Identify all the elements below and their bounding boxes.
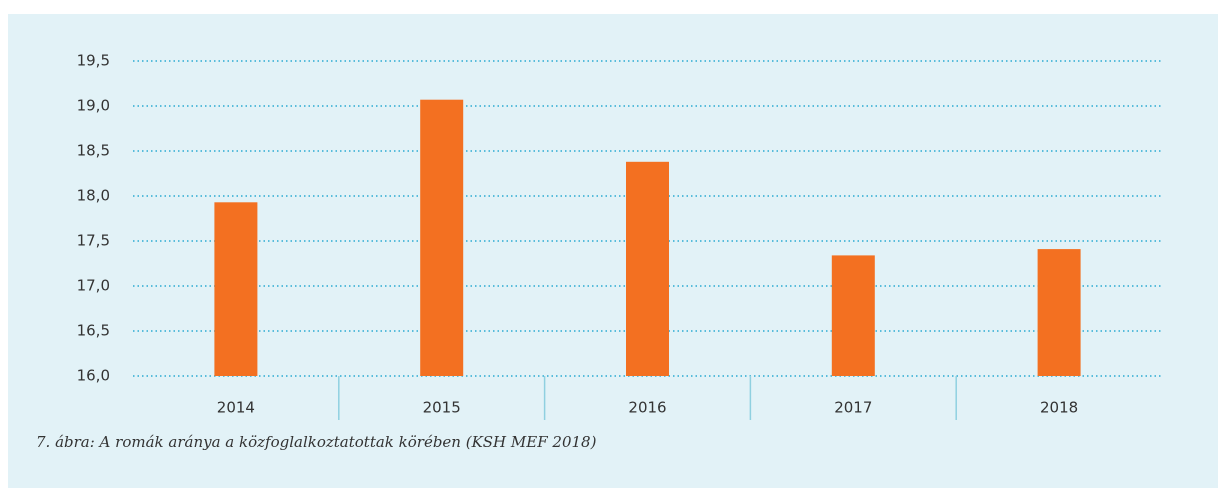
bar	[420, 99, 464, 376]
bar	[626, 161, 669, 376]
caption: 7. ábra: A romák aránya a közfoglalkozta…	[36, 433, 597, 451]
y-tick-label: 18,5	[77, 142, 110, 160]
y-tick-label: 17,5	[77, 232, 110, 250]
bar	[831, 255, 875, 376]
y-tick-label: 19,0	[77, 97, 110, 115]
y-tick-label: 16,0	[77, 367, 110, 385]
y-tick-label: 17,0	[77, 277, 110, 295]
bar	[214, 202, 258, 376]
x-tick-label: 2014	[217, 399, 255, 417]
y-tick-label: 19,5	[77, 52, 110, 70]
x-tick-label: 2017	[834, 399, 872, 417]
x-tick-label: 2018	[1040, 399, 1078, 417]
panel-background	[8, 14, 1218, 488]
y-tick-label: 18,0	[77, 187, 110, 205]
bar	[1037, 249, 1081, 376]
x-tick-label: 2016	[628, 399, 666, 417]
y-tick-label: 16,5	[77, 322, 110, 340]
x-tick-label: 2015	[423, 399, 461, 417]
